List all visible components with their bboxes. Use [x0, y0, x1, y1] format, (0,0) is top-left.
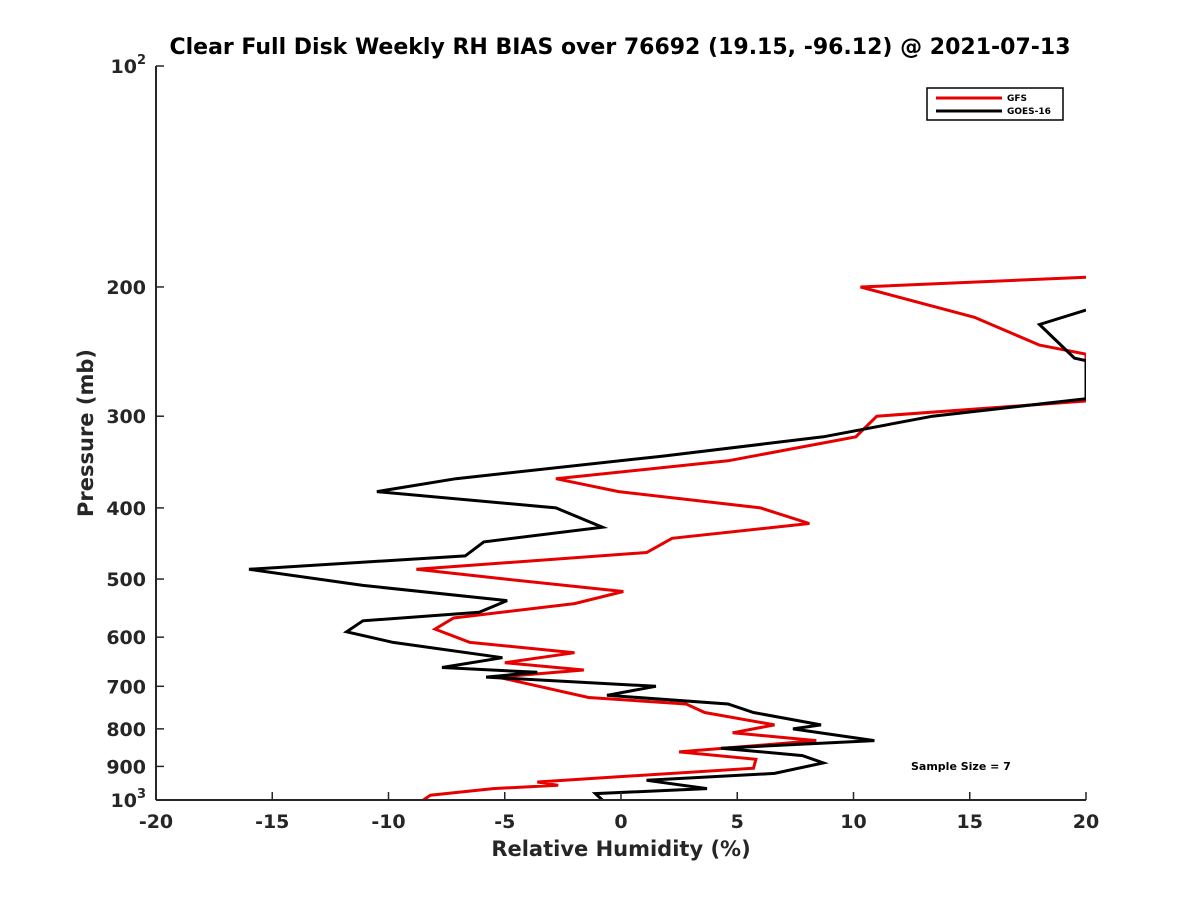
legend: GFS GOES-16	[926, 87, 1064, 121]
x-tick-label: 0	[614, 811, 627, 833]
y-tick-label: 700	[106, 676, 146, 698]
y-tick-label: 800	[106, 719, 146, 741]
x-tick-label: -15	[255, 811, 289, 833]
legend-label-goes16: GOES-16	[1007, 107, 1051, 117]
y-axis-label: Pressure (mb)	[74, 349, 98, 517]
series-line-goes-16	[248, 308, 1086, 800]
x-tick-label: -10	[371, 811, 405, 833]
y-tick-label: 900	[106, 756, 146, 778]
y-tick-label: 600	[106, 627, 146, 649]
y-tick-label: 500	[106, 569, 146, 591]
x-tick-label: 20	[1073, 811, 1099, 833]
chart-title: Clear Full Disk Weekly RH BIAS over 7669…	[169, 35, 1070, 60]
y-tick-label: 400	[106, 498, 146, 520]
legend-label-gfs: GFS	[1007, 94, 1027, 104]
y-tick-label: 200	[106, 277, 146, 299]
x-tick-label: 5	[731, 811, 744, 833]
x-tick-label: -5	[494, 811, 515, 833]
x-tick-label: 10	[840, 811, 866, 833]
sample-size-annotation: Sample Size = 7	[911, 760, 1011, 773]
x-axis-label: Relative Humidity (%)	[491, 837, 750, 861]
x-tick-label: -20	[139, 811, 173, 833]
legend-box	[926, 87, 1064, 121]
y-tick-label: 300	[106, 406, 146, 428]
x-tick-label: 15	[957, 811, 983, 833]
y-tick-label: 103	[111, 787, 147, 812]
y-tick-label: 102	[111, 53, 147, 78]
